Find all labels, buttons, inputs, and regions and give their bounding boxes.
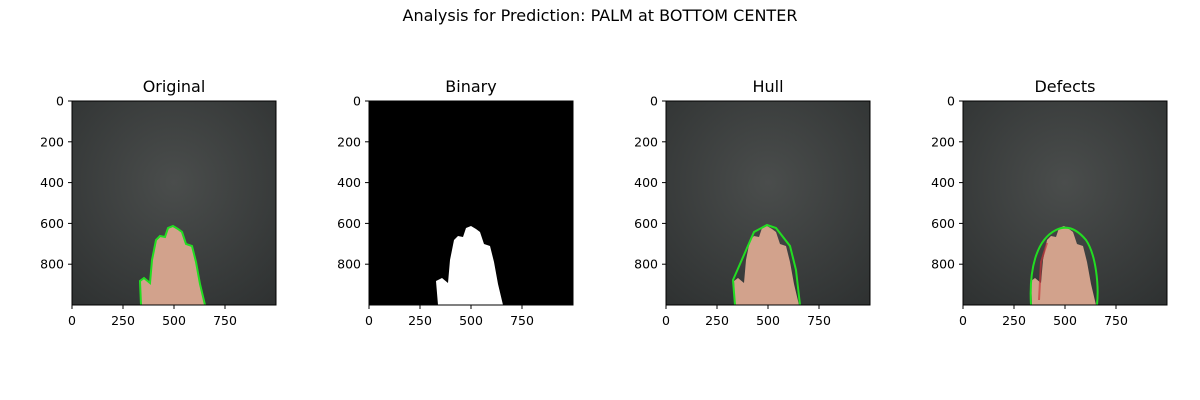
plot-binary: 0 250 500 750 0 200 400 600 800 [337, 94, 574, 328]
y-tick-label-original-3: 600 [40, 216, 64, 231]
plot-hull: 0 250 500 750 0 200 400 600 800 [634, 94, 871, 328]
panel-binary: Binary 0 250 500 750 0 200 400 600 800 [297, 0, 587, 400]
y-tick-label-defects-3: 600 [931, 216, 955, 231]
x-tick-label-defects-1: 250 [1002, 313, 1026, 328]
x-tick-label-binary-1: 250 [408, 313, 432, 328]
y-tick-label-binary-3: 600 [337, 216, 361, 231]
y-tick-label-defects-0: 0 [947, 94, 955, 109]
y-tick-label-defects-4: 800 [931, 257, 955, 272]
x-tick-label-binary-3: 750 [510, 313, 534, 328]
x-tick-label-original-2: 500 [162, 313, 186, 328]
y-tick-label-binary-0: 0 [353, 94, 361, 109]
y-tick-label-binary-2: 400 [337, 175, 361, 190]
x-tick-label-binary-2: 500 [459, 313, 483, 328]
image-original [72, 101, 276, 306]
x-tick-label-original-0: 0 [68, 313, 76, 328]
x-tick-label-hull-2: 500 [756, 313, 780, 328]
y-tick-label-hull-4: 800 [634, 257, 658, 272]
x-tick-label-original-3: 750 [213, 313, 237, 328]
y-tick-label-original-0: 0 [56, 94, 64, 109]
y-tick-label-hull-0: 0 [650, 94, 658, 109]
panel-title-original: Original [142, 77, 206, 96]
figure-title: Analysis for Prediction: PALM at BOTTOM … [402, 6, 798, 25]
image-defects [963, 101, 1167, 306]
y-tick-label-defects-2: 400 [931, 175, 955, 190]
x-tick-label-original-1: 250 [111, 313, 135, 328]
y-tick-label-hull-2: 400 [634, 175, 658, 190]
plot-defects: 0 250 500 750 0 200 400 600 800 [931, 94, 1168, 328]
x-tick-label-hull-3: 750 [807, 313, 831, 328]
panel-title-defects: Defects [1034, 77, 1096, 96]
x-tick-label-hull-0: 0 [662, 313, 670, 328]
x-tick-label-binary-0: 0 [365, 313, 373, 328]
plot-original: 0 250 500 750 0 200 400 600 800 [40, 94, 277, 328]
y-tick-label-defects-1: 200 [931, 134, 955, 149]
panel-title-binary: Binary [445, 77, 497, 96]
y-tick-label-hull-3: 600 [634, 216, 658, 231]
y-tick-label-original-2: 400 [40, 175, 64, 190]
image-binary [369, 101, 573, 305]
y-tick-label-binary-4: 800 [337, 257, 361, 272]
y-tick-label-binary-1: 200 [337, 134, 361, 149]
panel-defects: Defects 0 250 500 750 0 200 400 600 800 [891, 0, 1181, 400]
x-tick-label-defects-2: 500 [1053, 313, 1077, 328]
panel-hull: Hull 0 250 500 750 0 200 400 600 800 [594, 0, 884, 400]
panel-original: Original 0 250 500 750 0 200 400 600 800 [0, 0, 290, 400]
x-tick-label-defects-0: 0 [959, 313, 967, 328]
y-tick-label-original-1: 200 [40, 134, 64, 149]
y-tick-label-hull-1: 200 [634, 134, 658, 149]
x-tick-label-defects-3: 750 [1104, 313, 1128, 328]
x-tick-label-hull-1: 250 [705, 313, 729, 328]
panel-title-hull: Hull [752, 77, 784, 96]
image-hull [666, 101, 870, 306]
y-tick-label-original-4: 800 [40, 257, 64, 272]
